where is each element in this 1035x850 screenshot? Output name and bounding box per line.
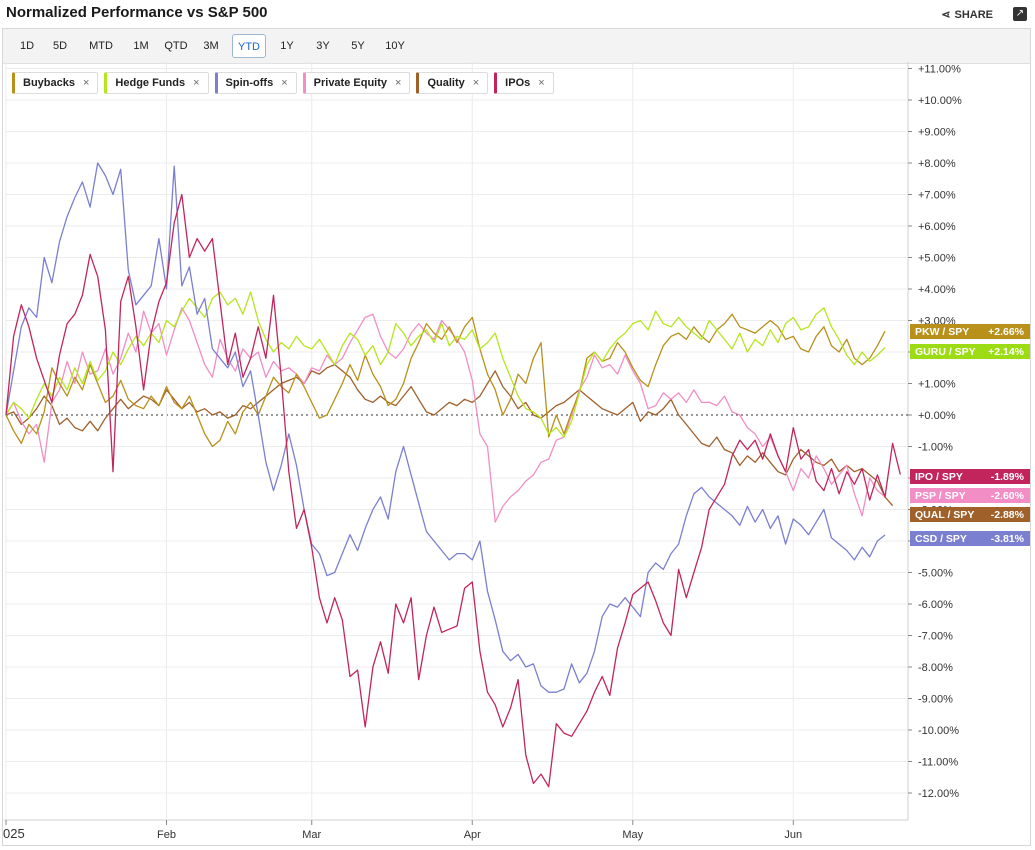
y-tick-label: -11.00% xyxy=(918,757,958,769)
y-tick-label: -5.00% xyxy=(918,568,953,580)
y-tick-label: -9.00% xyxy=(918,694,953,706)
tag-pair-label: PKW / SPY xyxy=(915,325,970,338)
legend-label: Quality xyxy=(427,77,465,89)
x-tick-label: Jun xyxy=(784,829,802,841)
value-tag-qual: QUAL / SPY -2.88% xyxy=(910,507,1030,522)
y-tick-label: +4.00% xyxy=(918,284,956,296)
tag-pair-label: QUAL / SPY xyxy=(915,508,975,521)
tag-value: -2.88% xyxy=(990,508,1024,521)
tag-value: +2.66% xyxy=(988,325,1024,338)
share-icon: ⋖ xyxy=(941,9,951,21)
tag-value: -2.60% xyxy=(990,489,1024,502)
legend-chip-hedge-funds[interactable]: Hedge Funds × xyxy=(104,72,209,94)
y-tick-label: +11.00% xyxy=(918,64,961,76)
tag-pair-label: GURU / SPY xyxy=(915,345,976,358)
range-button-qtd[interactable]: QTD xyxy=(164,40,188,52)
series-line-spin-offs xyxy=(5,162,886,693)
y-tick-label: +10.00% xyxy=(918,95,962,107)
legend-chip-private-equity[interactable]: Private Equity × xyxy=(302,72,411,94)
legend: Buybacks × Hedge Funds × Spin-offs × Private E… xyxy=(12,72,554,96)
y-tick-label: +7.00% xyxy=(918,190,956,202)
tag-value: +2.14% xyxy=(988,345,1024,358)
range-button-ytd[interactable]: YTD xyxy=(232,34,266,58)
y-tick-label: +6.00% xyxy=(918,221,956,233)
header-bar: Normalized Performance vs S&P 500 ⋖ SHAR… xyxy=(0,0,1035,28)
chart-frame xyxy=(2,28,1031,846)
value-tag-psp: PSP / SPY -2.60% xyxy=(910,488,1030,503)
close-icon[interactable]: × xyxy=(82,77,90,89)
expand-icon[interactable]: ↗ xyxy=(1013,7,1027,21)
tag-value: -3.81% xyxy=(990,532,1024,545)
x-tick-label: Apr xyxy=(464,829,481,841)
legend-label: IPOs xyxy=(505,77,531,89)
y-tick-label: -10.00% xyxy=(918,725,959,737)
share-label: SHARE xyxy=(954,8,993,21)
page-title: Normalized Performance vs S&P 500 xyxy=(6,4,268,21)
tag-value: -1.89% xyxy=(990,470,1024,483)
y-tick-label: +1.00% xyxy=(918,379,956,391)
y-tick-label: +0.00% xyxy=(918,410,956,422)
series-line-hedge-funds xyxy=(5,291,886,438)
close-icon[interactable]: × xyxy=(395,77,402,89)
value-tag-ipo: IPO / SPY -1.89% xyxy=(910,469,1030,484)
y-tick-label: -7.00% xyxy=(918,631,953,643)
legend-label: Spin-offs xyxy=(225,77,274,89)
y-tick-label: +9.00% xyxy=(918,127,956,139)
range-button-5d[interactable]: 5D xyxy=(52,40,68,52)
y-tick-label: +8.00% xyxy=(918,158,956,170)
value-tag-csd: CSD / SPY -3.81% xyxy=(910,531,1030,546)
close-icon[interactable]: × xyxy=(281,77,288,89)
range-button-1y[interactable]: 1Y xyxy=(280,40,294,52)
y-tick-label: -12.00% xyxy=(918,788,959,800)
close-icon[interactable]: × xyxy=(472,77,480,89)
series-line-private-equity xyxy=(5,307,886,523)
legend-label: Buybacks xyxy=(23,77,75,89)
y-tick-label: +5.00% xyxy=(918,253,956,265)
range-button-10y[interactable]: 10Y xyxy=(385,40,405,52)
legend-chip-spin-offs[interactable]: Spin-offs × xyxy=(214,72,297,94)
range-button-1m[interactable]: 1M xyxy=(133,40,149,52)
tag-pair-label: PSP / SPY xyxy=(915,489,966,502)
tag-pair-label: CSD / SPY xyxy=(915,532,967,545)
x-tick-label: Mar xyxy=(302,829,321,841)
legend-chip-ipos[interactable]: IPOs × xyxy=(494,72,554,94)
range-button-3m[interactable]: 3M xyxy=(203,40,219,52)
range-button-mtd[interactable]: MTD xyxy=(89,40,113,52)
x-tick-label: Feb xyxy=(157,829,176,841)
range-toolbar: 1D 5D MTD 1M QTD 3M YTD 1Y 3Y 5Y 10Y xyxy=(3,29,1030,64)
legend-chip-buybacks[interactable]: Buybacks × xyxy=(12,72,99,94)
series-line-quality xyxy=(5,363,894,507)
x-tick-label: May xyxy=(622,829,643,841)
close-icon[interactable]: × xyxy=(193,77,200,89)
share-button[interactable]: ⋖ SHARE xyxy=(941,8,993,22)
y-tick-label: -8.00% xyxy=(918,662,953,674)
legend-label: Hedge Funds xyxy=(115,77,186,89)
tag-pair-label: IPO / SPY xyxy=(915,470,963,483)
legend-chip-quality[interactable]: Quality × xyxy=(416,72,489,94)
close-icon[interactable]: × xyxy=(538,77,545,89)
y-tick-label: -1.00% xyxy=(918,442,953,454)
series-line-ipos xyxy=(5,193,901,788)
legend-label: Private Equity xyxy=(313,77,387,89)
x-tick-label: 025 xyxy=(3,826,25,841)
value-tag-pkw: PKW / SPY +2.66% xyxy=(910,324,1030,339)
range-button-1d[interactable]: 1D xyxy=(19,40,35,52)
range-button-3y[interactable]: 3Y xyxy=(316,40,330,52)
value-tag-guru: GURU / SPY +2.14% xyxy=(910,344,1030,359)
y-tick-label: -6.00% xyxy=(918,599,953,611)
range-button-5y[interactable]: 5Y xyxy=(351,40,365,52)
